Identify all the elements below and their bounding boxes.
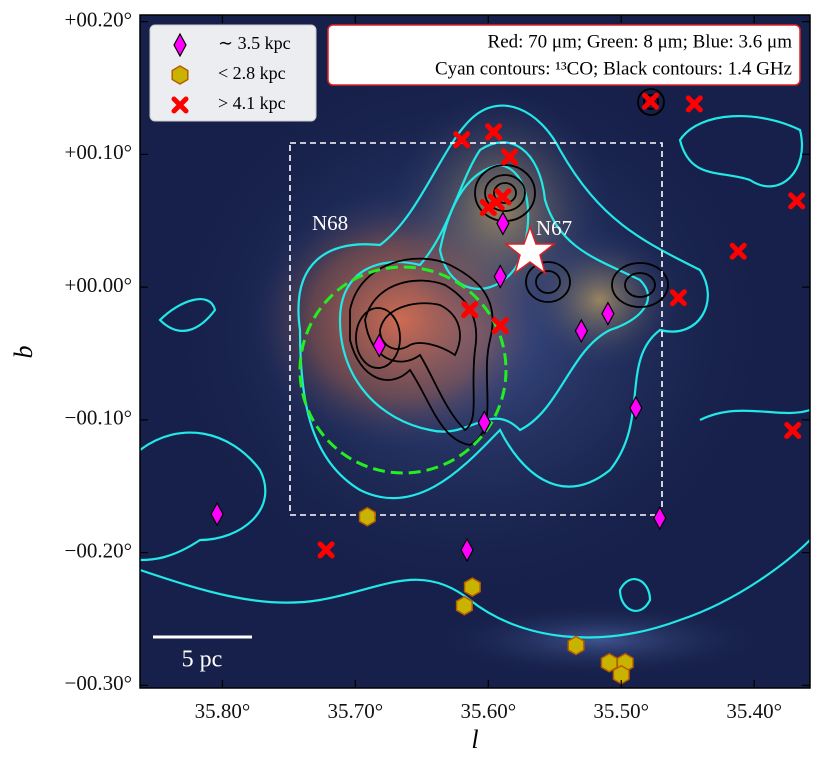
diamond-marker [653,505,667,531]
x-marker [461,301,479,319]
diamond-marker [477,410,491,435]
plot-frame [139,14,811,689]
diamond-marker [493,264,507,289]
legend-label: < 2.8 kpc [218,63,286,83]
legend-marker [171,96,189,114]
x-marker [487,193,505,211]
diamond-marker [496,211,510,236]
x-tick-label: 35.80° [195,699,251,723]
y-tick-label: −00.30° [65,671,133,695]
x-marker [317,541,335,559]
y-tick-label: +00.10° [65,140,133,164]
x-marker [729,242,747,260]
x-tick-label: 35.50° [593,699,649,723]
diamond-marker [601,301,615,326]
legend-marker [173,32,187,58]
y-tick-label: −00.10° [65,406,133,430]
info-line: Red: 70 μm; Green: 8 μm; Blue: 3.6 μm [488,31,793,52]
info-line: Cyan contours: ¹³CO; Black contours: 1.4… [435,58,792,79]
hexagon-marker [455,595,473,616]
legend-box [149,24,317,122]
star-marker [503,224,557,275]
hexagon-marker [358,506,376,527]
diamond-marker [460,537,474,563]
y-tick-label: −00.20° [65,538,133,562]
info-box [327,24,801,86]
y-tick-label: +00.00° [65,273,133,297]
y-tick-label: +00.20° [65,7,133,31]
x-tick-label: 35.70° [328,699,384,723]
hexagon-marker [463,577,481,597]
x-axis-label: l [471,725,478,754]
legend-label: ∼ 3.5 kpc [218,33,291,53]
y-axis-label: b [9,346,38,359]
x-marker [501,148,519,166]
diamond-marker [372,333,386,358]
annotation: N68 [312,211,348,235]
x-marker [453,131,471,149]
x-marker [784,421,802,439]
diamond-marker [210,501,224,527]
zoom-box [289,142,663,516]
annotation: N67 [536,216,572,240]
x-marker [685,95,703,113]
x-marker [491,317,509,335]
scale-label: 5 pc [182,647,223,673]
hexagon-marker [567,635,585,656]
x-tick-label: 35.40° [726,699,782,723]
x-tick-label: 35.60° [460,699,516,723]
legend-marker [171,65,189,85]
x-marker [788,192,806,210]
diamond-marker [574,318,589,344]
x-marker [485,123,503,141]
x-marker [669,289,687,307]
sky-image [140,15,810,688]
diamond-marker [629,395,643,421]
bubble-circle [298,265,508,475]
legend-label: > 4.1 kpc [218,93,286,113]
x-marker [641,92,659,110]
